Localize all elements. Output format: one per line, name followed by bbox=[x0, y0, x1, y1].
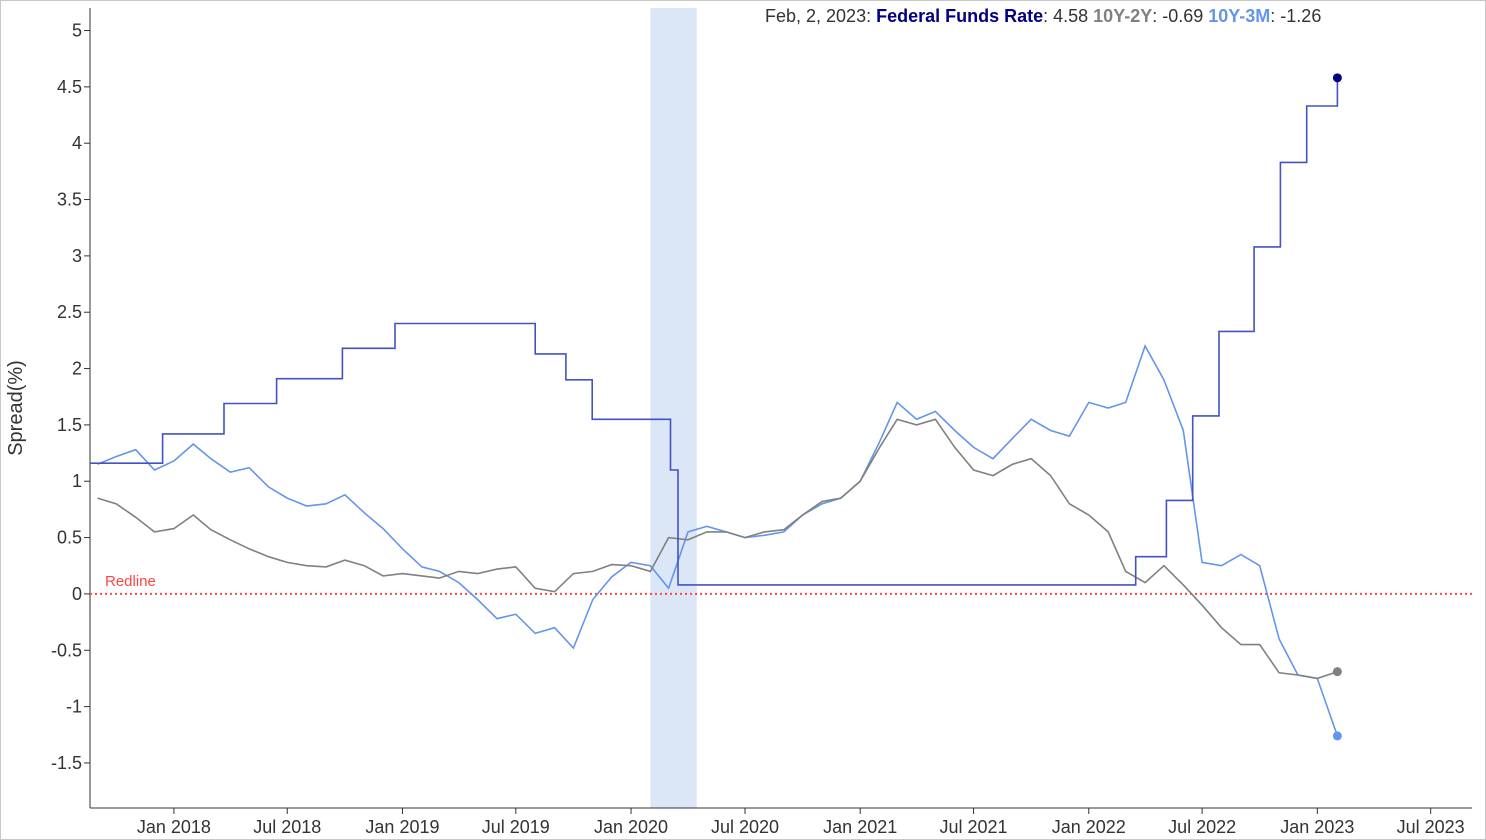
readout-label-10y-2y: 10Y-2Y bbox=[1093, 6, 1152, 26]
x-tick-label: Jan 2020 bbox=[594, 817, 668, 837]
readout-value-10y-3m: : -1.26 bbox=[1270, 6, 1321, 26]
y-tick-label: 4 bbox=[72, 133, 82, 153]
hover-readout: Feb, 2, 2023: Federal Funds Rate: 4.58 1… bbox=[765, 6, 1321, 26]
x-tick-label: Jul 2019 bbox=[482, 817, 550, 837]
y-tick-label: 5 bbox=[72, 21, 82, 41]
y-tick-label: 0 bbox=[72, 584, 82, 604]
y-tick-label: 4.5 bbox=[57, 77, 82, 97]
recession-band bbox=[650, 8, 697, 808]
readout-value-10y-2y: : -0.69 bbox=[1152, 6, 1208, 26]
readout-label-federal-funds-rate: Federal Funds Rate bbox=[876, 6, 1043, 26]
readout-date: Feb, 2, 2023: bbox=[765, 6, 876, 26]
x-tick-label: Jan 2018 bbox=[137, 817, 211, 837]
series-end-point-federal-funds-rate bbox=[1332, 73, 1342, 83]
y-tick-label: -1.5 bbox=[51, 753, 82, 773]
y-tick-label: 3 bbox=[72, 246, 82, 266]
readout-value-federal-funds-rate: : 4.58 bbox=[1043, 6, 1093, 26]
series-line-10y-2y bbox=[97, 418, 1338, 680]
y-tick-label: 2.5 bbox=[57, 302, 82, 322]
y-axis-title: Spread(%) bbox=[5, 360, 27, 456]
y-tick-label: 0.5 bbox=[57, 528, 82, 548]
y-tick-label: 3.5 bbox=[57, 190, 82, 210]
series-line-10y-3m bbox=[97, 344, 1339, 737]
x-tick-label: Jul 2022 bbox=[1168, 817, 1236, 837]
y-tick-label: 1.5 bbox=[57, 415, 82, 435]
x-tick-label: Jan 2021 bbox=[823, 817, 897, 837]
x-tick-label: Jan 2022 bbox=[1052, 817, 1126, 837]
y-tick-label: 2 bbox=[72, 359, 82, 379]
y-tick-label: 1 bbox=[72, 471, 82, 491]
x-tick-label: Jan 2019 bbox=[365, 817, 439, 837]
series-end-point-10y-2y bbox=[1332, 667, 1342, 677]
redline-label: Redline bbox=[105, 573, 156, 590]
series-line-federal-funds-rate bbox=[90, 77, 1339, 586]
x-tick-label: Jan 2023 bbox=[1280, 817, 1354, 837]
y-tick-label: -0.5 bbox=[51, 640, 82, 660]
x-tick-label: Jul 2018 bbox=[253, 817, 321, 837]
y-tick-label: -1 bbox=[66, 697, 82, 717]
x-tick-label: Jul 2023 bbox=[1397, 817, 1465, 837]
x-tick-label: Jul 2021 bbox=[940, 817, 1008, 837]
x-tick-label: Jul 2020 bbox=[711, 817, 779, 837]
series-end-point-10y-3m bbox=[1332, 731, 1342, 741]
readout-label-10y-3m: 10Y-3M bbox=[1208, 6, 1270, 26]
